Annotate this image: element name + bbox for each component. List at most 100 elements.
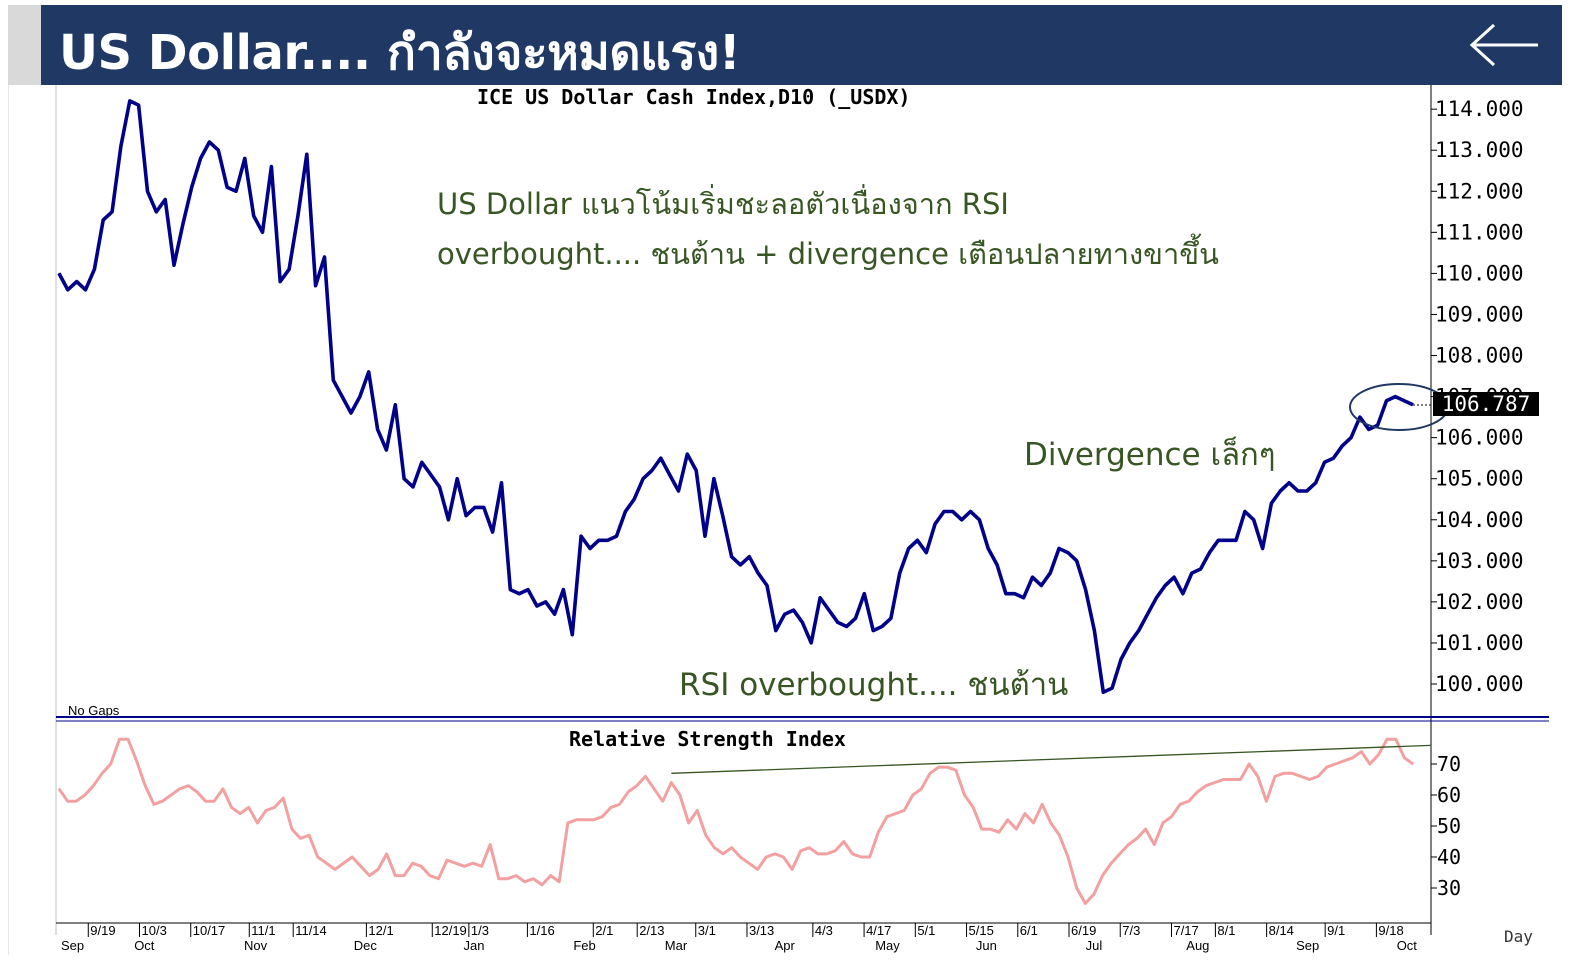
rsi-point [92, 785, 95, 787]
rsi-point [1377, 754, 1380, 756]
month-label: Sep [1296, 938, 1319, 953]
price-point [792, 609, 795, 611]
divergence-annotation: Divergence เล็กๆ [1024, 437, 1276, 473]
rsi-point [584, 819, 586, 821]
arrow-left-icon[interactable] [1466, 21, 1542, 69]
rsi-point [662, 800, 664, 802]
price-point [881, 625, 883, 628]
rsi-point [989, 828, 992, 830]
date-tick-label: 5/1 [917, 923, 935, 938]
rsi-point [1093, 893, 1095, 895]
rsi-point [1317, 775, 1319, 778]
rsi-point [1326, 766, 1328, 768]
price-tick-label: 111.000 [1435, 220, 1524, 244]
month-label: Oct [134, 938, 155, 953]
price-point [217, 149, 219, 151]
rsi-point [757, 868, 759, 871]
price-point [93, 268, 95, 270]
month-label: May [875, 938, 900, 953]
rsi-point [455, 862, 457, 864]
rsi-point [877, 831, 879, 833]
price-point [377, 428, 379, 430]
page-title: US Dollar.... กำลังจะหมดแรง! [59, 25, 741, 81]
price-point [1350, 437, 1352, 439]
price-point [226, 186, 228, 188]
rsi-point [317, 856, 319, 858]
price-point [465, 515, 467, 517]
month-label: Jan [464, 938, 485, 953]
price-point [1093, 630, 1095, 632]
date-tick-label: 6/19 [1071, 923, 1096, 938]
price-point [1155, 597, 1157, 599]
rsi-point [765, 856, 767, 858]
rsi-tick-label: 40 [1437, 845, 1461, 869]
price-point [244, 157, 246, 159]
rsi-point [343, 862, 345, 864]
rsi-point [308, 834, 310, 836]
price-point [341, 396, 343, 398]
rsi-point [946, 766, 948, 768]
price-point [1200, 568, 1202, 570]
price-point [686, 453, 688, 455]
price-point [987, 547, 989, 550]
rsi-point [1058, 834, 1060, 836]
price-point [518, 593, 520, 595]
price-point [1182, 593, 1184, 595]
rsi-point [84, 794, 86, 796]
price-point [562, 589, 565, 591]
price-point [306, 153, 308, 155]
rsi-point [774, 853, 776, 855]
rsi-overbought-annotation: RSI overbought.... ชนต้าน [679, 667, 1069, 703]
price-tick-label: 110.000 [1435, 261, 1524, 285]
date-tick-label: 11/1 [251, 923, 275, 938]
date-tick-label: 2/1 [595, 923, 613, 938]
price-point [943, 510, 945, 513]
price-point [545, 601, 547, 603]
rsi-point [351, 856, 353, 858]
price-point [438, 486, 441, 488]
price-point [739, 564, 742, 566]
price-points [58, 100, 1414, 693]
price-point [1049, 572, 1051, 574]
price-series-line [57, 99, 1414, 694]
month-label: Dec [354, 938, 378, 953]
rsi-chart-title: Relative Strength Index [569, 727, 846, 751]
price-point [1323, 461, 1326, 463]
rsi-point [963, 794, 966, 796]
header-left-accent [8, 5, 41, 85]
price-point [492, 531, 494, 533]
price-point [1315, 482, 1317, 484]
price-point [916, 539, 919, 541]
price-point [1005, 593, 1007, 595]
date-tick-label: 9/1 [1327, 923, 1345, 938]
price-point [253, 215, 255, 217]
price-point [819, 597, 821, 599]
rsi-point [808, 847, 810, 849]
rsi-point [1041, 803, 1043, 805]
rsi-point [886, 816, 888, 818]
rsi-points [58, 738, 1414, 905]
price-point [332, 379, 334, 381]
price-point [1208, 552, 1211, 554]
rsi-point [1101, 875, 1104, 877]
price-point [589, 547, 591, 550]
price-point [129, 100, 131, 102]
rsi-point [567, 822, 569, 824]
price-tick-label: 106.000 [1435, 426, 1524, 450]
rsi-point [532, 878, 534, 880]
date-tick-label: 9/18 [1378, 923, 1403, 938]
annotation-line-2: overbought.... ชนต้าน + divergence เตือน… [437, 237, 1219, 271]
month-label: Oct [1397, 938, 1418, 953]
price-point [969, 510, 972, 513]
price-point [748, 556, 750, 558]
rsi-point [722, 853, 724, 855]
price-tick-label: 100.000 [1435, 672, 1524, 696]
price-point [1332, 457, 1334, 459]
price-point [412, 486, 414, 488]
date-tick-label: 3/1 [698, 923, 716, 938]
rsi-point [920, 788, 923, 790]
rsi-y-axis: 30 40 50 60 70 [1431, 752, 1461, 900]
rsi-point [1222, 778, 1224, 781]
price-tick-label: 108.000 [1435, 344, 1524, 368]
price-point [76, 281, 78, 283]
